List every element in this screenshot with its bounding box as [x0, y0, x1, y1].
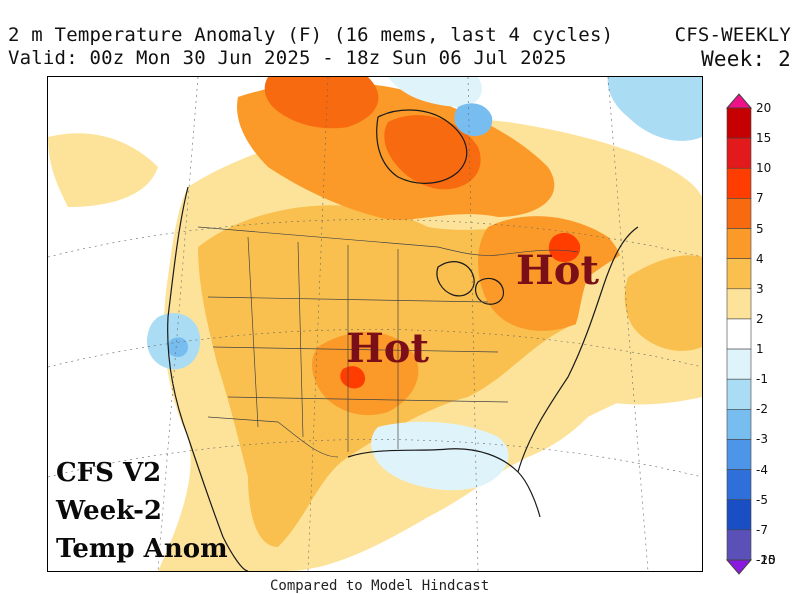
stamp-model: CFS V2	[56, 458, 162, 488]
model-name: CFS-WEEKLY	[674, 24, 791, 46]
colorbar-swatch	[726, 469, 752, 501]
colorbar-swatch	[726, 137, 752, 169]
hot-label-central: Hot	[346, 325, 429, 372]
colorbar-tick-label: 15	[756, 131, 772, 146]
colorbar-tick-label: -20	[756, 553, 776, 567]
state-lines-1	[247, 236, 399, 452]
colorbar-bottom-cap	[726, 559, 752, 575]
stamp-week: Week-2	[56, 496, 163, 526]
anomaly-cool-ne	[607, 77, 702, 141]
anomaly-cool-hudson	[454, 103, 493, 137]
colorbar-swatch	[726, 439, 752, 470]
colorbar-tick-label: -7	[756, 522, 768, 537]
anomaly-5-hudson	[384, 115, 481, 190]
anomaly-cool-sw-core	[167, 337, 188, 357]
valid-period: Valid: 00z Mon 30 Jun 2025 - 18z Sun 06 …	[8, 47, 567, 69]
colorbar-swatch	[726, 228, 752, 259]
stamp-variable: Temp Anom	[56, 534, 228, 564]
hudson-bay	[376, 109, 468, 184]
great-lakes	[436, 261, 505, 305]
colorbar-tick-label: -2	[756, 402, 768, 417]
colorbar-tick-label: 2	[756, 311, 764, 326]
map-title: 2 m Temperature Anomaly (F) (16 mems, la…	[8, 24, 614, 46]
colorbar-tick-label: -1	[756, 372, 768, 387]
colorbar-swatch	[726, 288, 752, 320]
anomaly-7-ne	[548, 232, 581, 263]
colorbar-tick-label: -3	[756, 432, 768, 447]
hot-label-east: Hot	[516, 247, 599, 294]
colorbar-swatch	[726, 348, 752, 380]
colorbar-tick-label: 7	[756, 191, 764, 206]
colorbar-tick-label: 5	[756, 221, 764, 236]
colorbar-tick-label: 1	[756, 342, 764, 357]
colorbar-tick-label: 20	[756, 101, 772, 115]
anomaly-cool-nw	[388, 77, 482, 107]
graticule	[48, 77, 702, 571]
colorbar-swatch	[726, 529, 752, 561]
coastlines	[167, 109, 639, 571]
west-coast	[167, 186, 249, 571]
colorbar-tick-label: -4	[756, 462, 768, 477]
colorbar-tick-label: -10	[756, 553, 776, 567]
colorbar	[726, 93, 752, 575]
week-label: Week: 2	[701, 47, 791, 71]
east-coast	[517, 226, 639, 473]
colorbar-swatch	[726, 167, 752, 199]
anomaly-fields	[48, 77, 702, 571]
colorbar-top-cap	[726, 93, 752, 109]
political-borders	[197, 226, 579, 458]
gulf-coast	[347, 448, 541, 518]
us-canada-border	[197, 226, 579, 256]
colorbar-swatch	[726, 198, 752, 229]
colorbar-swatch	[726, 107, 752, 139]
colorbar-swatch	[726, 409, 752, 440]
colorbar-tick-label: 10	[756, 161, 772, 176]
colorbar-swatch	[726, 258, 752, 290]
anomaly-atlantic-3	[624, 255, 702, 351]
us-mexico-border	[207, 416, 339, 458]
state-lines-2	[207, 296, 509, 403]
anomaly-7-center	[340, 366, 366, 389]
anomaly-map: Hot Hot CFS V2 Week-2 Temp Anom	[47, 76, 703, 572]
anomaly-west-band	[48, 133, 158, 207]
colorbar-swatch	[726, 499, 752, 531]
colorbar-tick-label: 3	[756, 281, 764, 296]
anomaly-5-north	[264, 77, 379, 129]
colorbar-swatch	[726, 378, 752, 410]
map-canvas	[48, 77, 702, 571]
colorbar-swatch	[726, 318, 752, 350]
colorbar-tick-label: -5	[756, 492, 768, 507]
colorbar-tick-label: -15	[756, 553, 776, 567]
footer-note: Compared to Model Hindcast	[270, 578, 490, 594]
anomaly-cool-se	[371, 421, 509, 491]
colorbar-tick-label: 4	[756, 251, 764, 266]
anomaly-4-central	[312, 332, 419, 416]
